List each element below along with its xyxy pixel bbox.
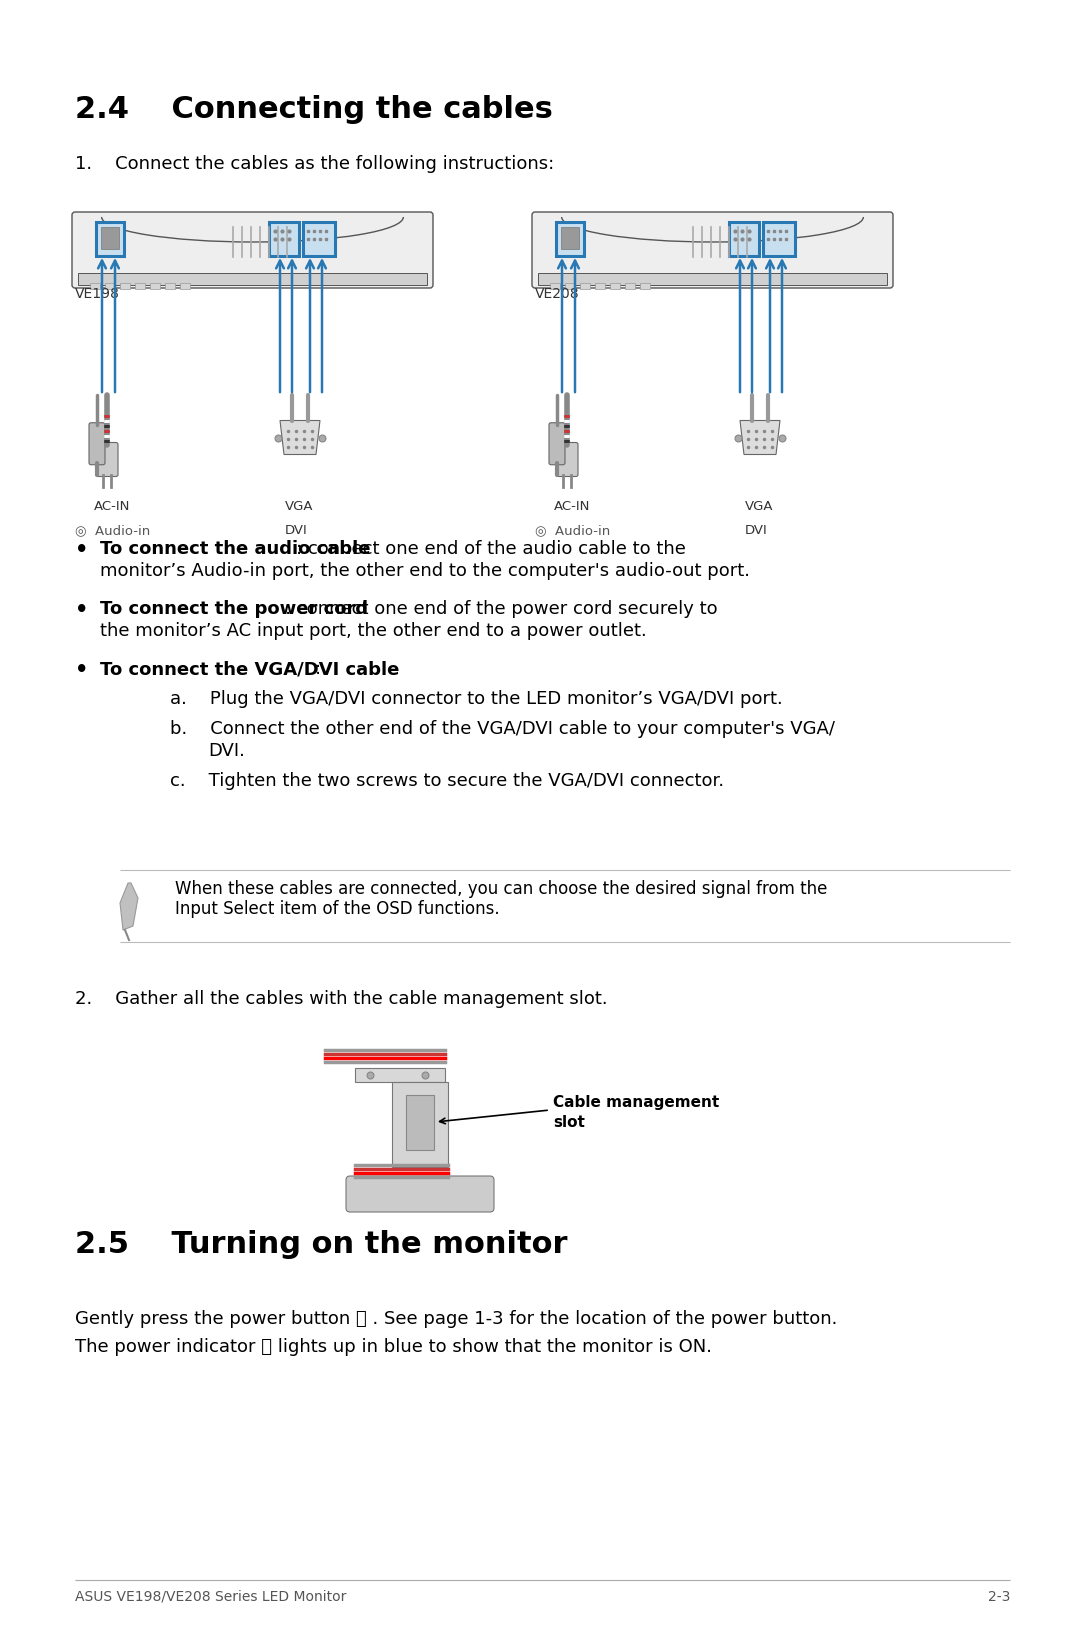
Bar: [120, 283, 130, 290]
Bar: [180, 283, 190, 290]
Text: :: :: [315, 661, 321, 678]
FancyBboxPatch shape: [532, 212, 893, 288]
Text: ASUS VE198/VE208 Series LED Monitor: ASUS VE198/VE208 Series LED Monitor: [75, 1590, 347, 1604]
FancyBboxPatch shape: [96, 221, 124, 255]
FancyBboxPatch shape: [762, 221, 795, 255]
Text: When these cables are connected, you can choose the desired signal from the: When these cables are connected, you can…: [175, 880, 827, 898]
Text: •: •: [75, 661, 89, 680]
Text: Cable management: Cable management: [553, 1095, 719, 1110]
FancyBboxPatch shape: [303, 221, 335, 255]
Bar: [565, 283, 575, 290]
Text: VE208: VE208: [535, 286, 580, 301]
Bar: [580, 283, 590, 290]
Text: Input Select item of the OSD functions.: Input Select item of the OSD functions.: [175, 900, 500, 918]
Bar: [625, 283, 635, 290]
Text: : connect one end of the power cord securely to: : connect one end of the power cord secu…: [285, 600, 717, 618]
Text: 2.    Gather all the cables with the cable management slot.: 2. Gather all the cables with the cable …: [75, 989, 608, 1009]
Text: The power indicator ⏻ lights up in blue to show that the monitor is ON.: The power indicator ⏻ lights up in blue …: [75, 1337, 712, 1355]
Text: •: •: [75, 540, 89, 560]
Text: DVI: DVI: [745, 524, 768, 537]
Text: VE198: VE198: [75, 286, 120, 301]
Text: a.    Plug the VGA/DVI connector to the LED monitor’s VGA/DVI port.: a. Plug the VGA/DVI connector to the LED…: [170, 690, 783, 708]
Polygon shape: [740, 420, 780, 454]
Text: DVI.: DVI.: [208, 742, 245, 760]
Bar: [165, 283, 175, 290]
Bar: [610, 283, 620, 290]
FancyBboxPatch shape: [556, 221, 584, 255]
Text: 2.4    Connecting the cables: 2.4 Connecting the cables: [75, 94, 553, 124]
Polygon shape: [280, 420, 320, 454]
FancyBboxPatch shape: [549, 423, 565, 465]
Bar: [538, 273, 887, 285]
Text: c.    Tighten the two screws to secure the VGA/DVI connector.: c. Tighten the two screws to secure the …: [170, 771, 724, 791]
Bar: [550, 283, 561, 290]
Bar: [90, 283, 100, 290]
FancyBboxPatch shape: [269, 221, 299, 255]
Bar: [78, 273, 427, 285]
Text: To connect the power cord: To connect the power cord: [100, 600, 368, 618]
Text: ◎  Audio-in: ◎ Audio-in: [75, 524, 150, 537]
Bar: [392, 1082, 448, 1167]
Text: : connect one end of the audio cable to the: : connect one end of the audio cable to …: [296, 540, 686, 558]
Text: VGA: VGA: [285, 499, 313, 513]
Polygon shape: [120, 883, 138, 931]
Text: AC-IN: AC-IN: [554, 499, 591, 513]
Text: slot: slot: [553, 1114, 585, 1131]
FancyBboxPatch shape: [556, 443, 578, 477]
Text: 1.    Connect the cables as the following instructions:: 1. Connect the cables as the following i…: [75, 155, 554, 172]
FancyBboxPatch shape: [72, 212, 433, 288]
Text: monitor’s Audio-in port, the other end to the computer's audio-out port.: monitor’s Audio-in port, the other end t…: [100, 561, 750, 579]
Bar: [105, 283, 114, 290]
Text: To connect the VGA/DVI cable: To connect the VGA/DVI cable: [100, 661, 400, 678]
FancyBboxPatch shape: [729, 221, 759, 255]
Bar: [135, 283, 145, 290]
Text: ◎  Audio-in: ◎ Audio-in: [535, 524, 610, 537]
Text: 2-3: 2-3: [987, 1590, 1010, 1604]
Bar: [102, 228, 119, 249]
FancyBboxPatch shape: [346, 1176, 494, 1212]
Bar: [561, 228, 579, 249]
Text: 2.5    Turning on the monitor: 2.5 Turning on the monitor: [75, 1230, 567, 1259]
Text: •: •: [75, 600, 89, 620]
Bar: [150, 283, 160, 290]
Bar: [595, 283, 605, 290]
Text: b.    Connect the other end of the VGA/DVI cable to your computer's VGA/: b. Connect the other end of the VGA/DVI …: [170, 721, 835, 739]
Text: DVI: DVI: [285, 524, 308, 537]
FancyBboxPatch shape: [96, 443, 118, 477]
Bar: [640, 283, 650, 290]
Text: AC-IN: AC-IN: [94, 499, 131, 513]
Bar: [355, 1067, 445, 1082]
Text: the monitor’s AC input port, the other end to a power outlet.: the monitor’s AC input port, the other e…: [100, 622, 647, 639]
Text: To connect the audio cable: To connect the audio cable: [100, 540, 370, 558]
Text: Gently press the power button ⏻ . See page 1-3 for the location of the power but: Gently press the power button ⏻ . See pa…: [75, 1310, 837, 1328]
FancyBboxPatch shape: [89, 423, 105, 465]
Text: VGA: VGA: [745, 499, 773, 513]
Bar: [406, 1095, 434, 1150]
